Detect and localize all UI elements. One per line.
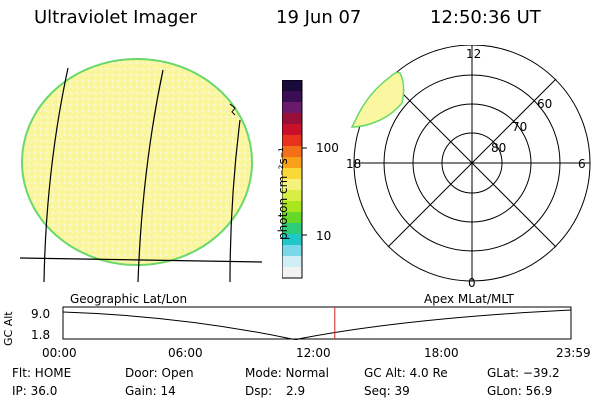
polar-plot [350, 45, 591, 282]
colorbar-swatch [282, 80, 302, 92]
timeline-x-tick-0000: 00:00 [42, 346, 77, 360]
colorbar-swatch [282, 234, 302, 246]
colorbar-swatch [282, 212, 302, 224]
mlt-label-18: 18 [346, 157, 362, 171]
timeline-y-label: GC Alt [2, 311, 15, 346]
colorbar-gradient [282, 80, 302, 279]
status-flight: Flt: HOME [12, 366, 72, 380]
status-dsp-value: 2.9 [286, 384, 306, 398]
timeline-x-tick-2359: 23:59 [556, 346, 591, 360]
colorbar-unit-label: photon cm⁻²s⁻¹ [276, 147, 290, 240]
status-seq: Seq: 39 [364, 384, 410, 398]
status-gc-alt: GC Alt: 4.0 Re [364, 366, 448, 380]
status-gain: Gain: 14 [125, 384, 176, 398]
polar-caption: Apex MLat/MLT [424, 292, 514, 306]
colorbar-swatch [282, 168, 302, 180]
colorbar-swatch [282, 201, 302, 213]
time-label: 12:50:36 UT [430, 7, 541, 28]
timeline-x-tick-0600: 06:00 [168, 346, 203, 360]
colorbar-swatch [282, 124, 302, 136]
mlt-label-6: 6 [578, 157, 586, 171]
status-glat: GLat: −39.2 [487, 366, 560, 380]
mlt-label-12: 12 [466, 47, 482, 61]
timeline-y-tick-high: 9.0 [31, 307, 51, 321]
mlt-label-0: 0 [468, 276, 476, 290]
timeline-y-tick-low: 1.8 [31, 328, 51, 342]
colorbar-tick-100: 100 [316, 141, 339, 155]
mlat-label-70: 70 [512, 120, 528, 134]
colorbar-swatch [282, 190, 302, 202]
altitude-timeline[interactable] [62, 306, 574, 342]
colorbar-swatch [282, 146, 302, 158]
status-dsp-label: Dsp: [245, 384, 273, 398]
colorbar-swatch [282, 267, 302, 279]
colorbar-swatch [282, 91, 302, 103]
colorbar-swatch [282, 256, 302, 268]
timeline-x-tick-1800: 18:00 [424, 346, 459, 360]
status-door: Door: Open [125, 366, 194, 380]
mlat-label-60: 60 [537, 97, 553, 111]
earth-disk [21, 58, 253, 266]
status-glon: GLon: 56.9 [487, 384, 553, 398]
timeline-x-tick-1200: 12:00 [296, 346, 331, 360]
geographic-caption: Geographic Lat/Lon [70, 292, 188, 306]
polar-aurora-patch [350, 71, 405, 128]
colorbar-swatch [282, 245, 302, 257]
colorbar-swatch [282, 102, 302, 114]
satellite-marker [229, 103, 236, 116]
colorbar-swatch [282, 157, 302, 169]
colorbar-swatch [282, 135, 302, 147]
geographic-image [19, 58, 263, 283]
date-label: 19 Jun 07 [276, 7, 362, 28]
colorbar [282, 80, 307, 279]
altitude-curve [62, 309, 572, 340]
lat-lon-grid [19, 67, 263, 283]
mlat-label-80: 80 [491, 141, 507, 155]
status-ip: IP: 36.0 [12, 384, 58, 398]
colorbar-swatch [282, 113, 302, 125]
colorbar-tick-10: 10 [316, 229, 332, 243]
app-title: Ultraviolet Imager [34, 7, 197, 28]
colorbar-swatch [282, 179, 302, 191]
status-mode: Mode: Normal [245, 366, 329, 380]
colorbar-swatch [282, 223, 302, 235]
